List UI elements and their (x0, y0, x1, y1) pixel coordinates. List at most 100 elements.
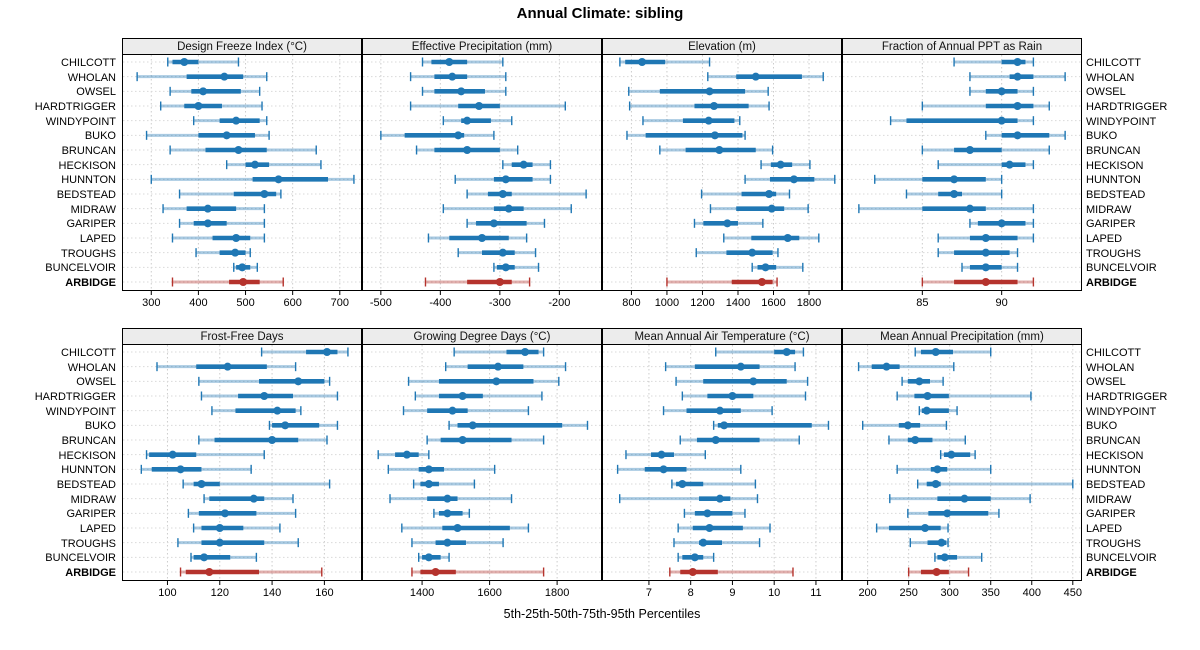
site-label-right-wholan: WHOLAN (1086, 361, 1135, 374)
row-heckison (377, 450, 430, 460)
x-axis: 300 400 500 600 700 (122, 291, 362, 309)
row-midraw (442, 204, 572, 214)
site-label-left-gariper: GARIPER (66, 508, 116, 521)
median-dot (749, 377, 758, 386)
site-label-right-bedstead: BEDSTEAD (1086, 189, 1146, 201)
row-buko (448, 420, 589, 430)
row-buko (145, 130, 270, 140)
median-dot (965, 146, 974, 154)
median-dot (965, 204, 974, 213)
median-dot (710, 102, 719, 110)
row-windypoint (211, 406, 302, 416)
site-label-left-arbidge: ARBIDGE (65, 277, 116, 289)
median-dot (260, 392, 269, 400)
row-hardtrigger (200, 391, 339, 401)
site-label-right-troughs: TROUGHS (1086, 537, 1141, 550)
row-laped (677, 523, 771, 533)
median-dot (767, 204, 776, 213)
panel-title: Fraction of Annual PPT as Rain (881, 40, 1043, 53)
row-gariper (466, 218, 546, 228)
site-label-left-bedstead: BEDSTEAD (56, 189, 116, 201)
row-owsel (407, 376, 560, 386)
row-bruncan (659, 145, 774, 155)
x-axis-canvas: 1400 1600 1800 (410, 581, 569, 599)
row-troughs (695, 248, 779, 258)
site-label-right-gariper: GARIPER (1086, 218, 1136, 231)
site-label-right-owsel: OWSEL (1086, 376, 1126, 389)
panel-title: Elevation (m) (688, 40, 756, 53)
panel-canvas (363, 55, 601, 289)
row-hunnton (150, 174, 355, 184)
row-owsel (198, 376, 331, 386)
x-axis: 7 8 9 10 11 (602, 581, 842, 599)
median-dot (521, 348, 530, 356)
median-dot (997, 219, 1006, 228)
median-dot (443, 509, 452, 518)
median-dot (458, 392, 467, 400)
site-label-right-buko: BUKO (1086, 130, 1118, 143)
row-buncelvoir (677, 552, 715, 562)
median-dot (659, 465, 668, 474)
median-dot (688, 568, 697, 576)
site-label-right-bedstead: BEDSTEAD (1086, 479, 1146, 491)
row-hunnton (387, 464, 496, 474)
row-windypoint (192, 116, 268, 126)
row-hunnton (454, 174, 552, 184)
median-dot (501, 175, 510, 184)
median-dot (922, 406, 931, 415)
median-dot (715, 146, 724, 154)
row-owsel (421, 86, 507, 96)
median-dot (498, 190, 507, 198)
row-buncelvoir (751, 262, 804, 272)
median-dot (273, 406, 282, 415)
tick-label: 800 (622, 297, 640, 309)
row-troughs (177, 538, 299, 548)
median-dot (424, 465, 433, 474)
row-heckison (937, 160, 1035, 170)
median-dot (710, 131, 719, 140)
median-dot (197, 480, 206, 488)
tick-label: 140 (263, 587, 281, 599)
median-dot (239, 278, 248, 286)
x-axis-canvas: 85 90 (916, 291, 1008, 309)
row-chilcott (260, 347, 349, 357)
row-arbidge (669, 567, 794, 577)
median-dot (931, 348, 940, 356)
tick-label: 400 (1023, 587, 1041, 599)
x-axis: 1400 1600 1800 (362, 581, 602, 599)
median-dot (690, 553, 699, 562)
row-buko (626, 130, 746, 140)
tick-label: 10 (768, 587, 780, 599)
median-dot (657, 450, 666, 459)
row-troughs (411, 538, 504, 548)
row-arbidge (666, 277, 778, 287)
row-arbidge (171, 277, 284, 287)
median-dot (933, 465, 942, 474)
median-dot (231, 248, 240, 257)
site-label-left-hunnton: HUNNTON (61, 464, 116, 477)
median-dot (720, 421, 729, 430)
row-gariper (433, 508, 471, 518)
median-dot (180, 58, 189, 66)
row-midraw (619, 494, 759, 504)
median-dot (789, 175, 798, 184)
site-label-right-buncelvoir: BUNCELVOIR (1086, 262, 1157, 275)
median-dot (445, 58, 454, 66)
row-midraw (709, 204, 809, 214)
site-label-left-owsel: OWSEL (76, 376, 116, 389)
row-hardtrigger (160, 101, 263, 111)
median-dot (232, 234, 241, 242)
tick-label: 1800 (545, 587, 569, 599)
row-chilcott (619, 57, 711, 67)
row-gariper (907, 508, 1000, 518)
median-dot (931, 480, 940, 488)
median-dot (728, 392, 737, 400)
median-dot (176, 465, 185, 474)
site-label-right-chilcott: CHILCOTT (1086, 347, 1141, 359)
row-hunnton (140, 464, 252, 474)
panel-title: Design Freeze Index (°C) (177, 40, 307, 53)
row-bedstead (178, 189, 282, 199)
median-dot (468, 421, 477, 430)
median-dot (463, 116, 472, 125)
panel-strip: Effective Precipitation (mm) (362, 38, 602, 55)
